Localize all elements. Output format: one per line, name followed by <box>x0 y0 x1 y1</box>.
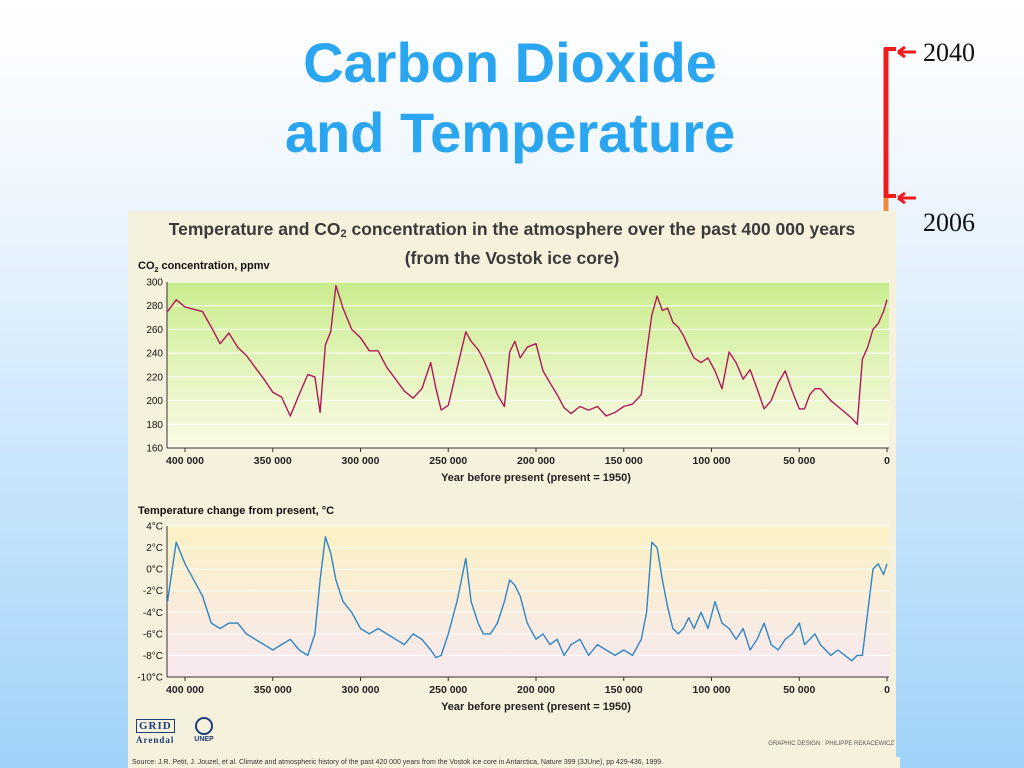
temp-x-tick-label: 400 000 <box>166 684 204 696</box>
temp-x-tick-label: 100 000 <box>693 684 731 696</box>
temp-y-tick-label: -8°C <box>143 651 163 662</box>
grid-arendal-logo: GRID Arendal <box>136 719 175 745</box>
co2-x-tick-label: 50 000 <box>783 455 815 467</box>
co2-y-tick-label: 300 <box>146 278 163 289</box>
slide-title: Carbon Dioxide and Temperature <box>200 28 820 168</box>
co2-y-tick-label: 240 <box>146 349 163 360</box>
co2-panel-title: CO2 concentration, ppmv <box>138 260 270 275</box>
temp-x-tick-label: 200 000 <box>517 684 555 696</box>
co2-x-tick-label: 0 <box>884 455 890 467</box>
vostok-figure: Temperature and CO2 concentration in the… <box>128 211 900 768</box>
figure-subtitle: (from the Vostok ice core) <box>404 248 620 268</box>
figure-title: Temperature and CO2 concentration in the… <box>128 217 896 270</box>
design-credit: GRAPHIC DESIGN : PHILIPPE REKACEWICZ <box>768 741 894 747</box>
temp-series-line <box>166 536 888 662</box>
temp-x-tick-label: 150 000 <box>605 684 643 696</box>
temp-x-tick-label: 0 <box>884 684 890 696</box>
arrow-2006-icon <box>897 191 916 205</box>
co2-x-tick-label: 300 000 <box>342 455 380 467</box>
temp-y-tick-label: -4°C <box>143 608 163 619</box>
source-citation: Source: J.R. Petit, J. Jouzel, et al. Cl… <box>128 757 900 768</box>
slide-title-line-1: Carbon Dioxide <box>303 31 717 94</box>
temp-x-tick-label: 300 000 <box>342 684 380 696</box>
temp-x-tick-label: 350 000 <box>254 684 292 696</box>
co2-x-tick-label: 400 000 <box>166 455 204 467</box>
co2-plot-background <box>167 282 889 448</box>
temp-x-axis-label: Year before present (present = 1950) <box>441 701 631 713</box>
temp-plot-background <box>167 526 889 677</box>
temp-y-tick-label: 4°C <box>146 522 163 533</box>
co2-y-tick-label: 160 <box>146 444 163 455</box>
unep-logo: UNEP <box>192 717 216 743</box>
temp-y-tick-label: 0°C <box>146 565 163 576</box>
co2-x-tick-label: 200 000 <box>517 455 555 467</box>
co2-series-line <box>166 284 888 425</box>
co2-x-tick-label: 250 000 <box>429 455 467 467</box>
co2-y-tick-label: 220 <box>146 372 163 383</box>
unep-emblem-icon <box>195 717 213 735</box>
temp-x-tick-label: 50 000 <box>783 684 815 696</box>
year-label-2040: 2040 <box>923 38 975 67</box>
temp-panel-title: Temperature change from present, °C <box>138 505 335 517</box>
co2-x-tick-label: 350 000 <box>254 455 292 467</box>
arrow-2040-icon <box>897 45 916 59</box>
temp-y-tick-label: -10°C <box>137 673 163 684</box>
co2-chart: 160 180 200 220 240 260 280 300 400 000 350 000 30… <box>146 278 890 485</box>
year-label-2006: 2006 <box>923 208 975 237</box>
co2-y-tick-label: 280 <box>146 301 163 312</box>
temp-x-tick-label: 250 000 <box>429 684 467 696</box>
co2-y-tick-label: 180 <box>146 420 163 431</box>
co2-y-tick-label: 200 <box>146 396 163 407</box>
temp-y-tick-label: -2°C <box>143 586 163 597</box>
temp-y-tick-label: -6°C <box>143 629 163 640</box>
co2-x-tick-label: 100 000 <box>693 455 731 467</box>
co2-x-axis-label: Year before present (present = 1950) <box>441 472 631 484</box>
co2-x-tick-label: 150 000 <box>605 455 643 467</box>
co2-y-tick-label: 260 <box>146 325 163 336</box>
temp-y-tick-label: 2°C <box>146 543 163 554</box>
slide-title-line-2: and Temperature <box>284 101 736 164</box>
